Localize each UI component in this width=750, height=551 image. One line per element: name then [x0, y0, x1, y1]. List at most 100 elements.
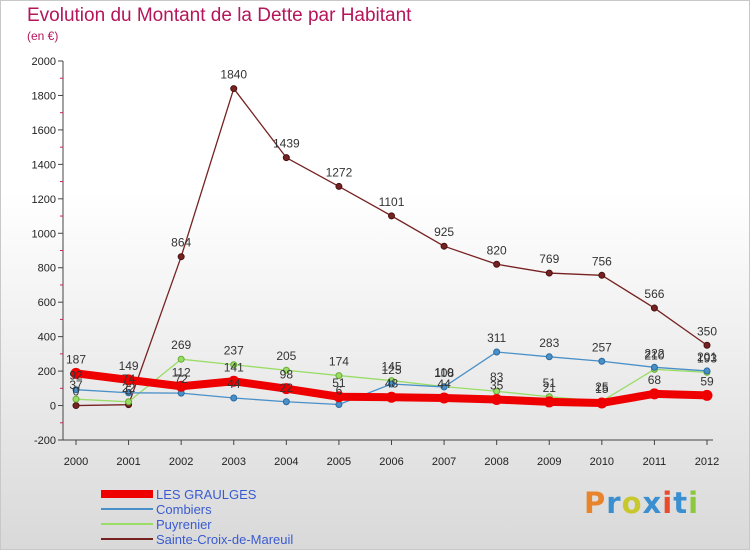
legend-label: Puyrenier [156, 517, 212, 532]
x-tick-label: 2011 [643, 456, 667, 468]
data-label: 201 [697, 350, 717, 364]
legend-label: LES GRAULGES [156, 487, 257, 502]
data-label: 51 [332, 376, 346, 390]
y-tick-label: 200 [38, 366, 56, 378]
data-point [282, 366, 290, 374]
x-tick-label: 2009 [537, 456, 561, 468]
logo-letter: i [662, 486, 674, 520]
data-point [388, 212, 395, 220]
legend-swatch [101, 538, 153, 540]
data-point [177, 355, 185, 363]
y-tick-label: 600 [38, 297, 56, 309]
y-tick-label: 1800 [32, 90, 56, 102]
data-point [282, 154, 290, 162]
data-label: 311 [487, 331, 506, 345]
data-label: 350 [697, 324, 717, 338]
logo-letter: x [642, 486, 663, 520]
data-point [493, 348, 501, 356]
data-point [598, 357, 606, 365]
y-tick-label: 400 [38, 332, 56, 344]
data-label: 72 [174, 372, 188, 386]
logo-letter: r [606, 486, 622, 520]
legend-swatch [101, 523, 153, 525]
data-point [440, 242, 448, 250]
legend-item: Combiers [101, 502, 361, 517]
chart-title: Evolution du Montant de la Dette par Hab… [27, 5, 412, 26]
data-label: 48 [385, 376, 399, 390]
data-label: 98 [280, 368, 294, 382]
data-point [543, 396, 555, 408]
x-tick-label: 2002 [169, 456, 193, 468]
x-tick-label: 2005 [327, 456, 351, 468]
data-label: 112 [172, 365, 191, 379]
data-point [175, 380, 187, 392]
data-point [440, 383, 448, 391]
data-point [703, 341, 711, 349]
data-label: 925 [434, 225, 454, 239]
data-point [650, 304, 658, 312]
data-label: 83 [490, 370, 504, 384]
data-point [125, 398, 133, 406]
data-point [230, 394, 238, 402]
data-label: 283 [539, 336, 559, 350]
data-point [545, 269, 553, 277]
data-point [282, 398, 290, 406]
data-point [72, 395, 80, 403]
data-point [335, 372, 343, 380]
data-point [125, 389, 133, 397]
data-label: 6 [336, 384, 343, 398]
data-label: 820 [487, 243, 507, 257]
x-tick-label: 2003 [222, 456, 246, 468]
legend-label: Sainte-Croix-de-Mareuil [156, 532, 294, 547]
data-label: 1439 [273, 137, 300, 151]
chart-legend: LES GRAULGES Combiers Puyrenier Sainte-C… [101, 487, 361, 547]
y-tick-label: 1000 [32, 228, 56, 240]
data-label: 15 [595, 382, 609, 396]
legend-item: Puyrenier [101, 517, 361, 532]
y-tick-label: 1600 [32, 125, 56, 137]
data-label: 187 [66, 352, 86, 366]
y-tick-label: 800 [38, 263, 56, 275]
chart-subtitle: (en €) [27, 29, 59, 43]
x-tick-label: 2007 [432, 456, 456, 468]
logo-letter: i [688, 486, 700, 520]
data-label: 51 [543, 376, 557, 390]
data-point [701, 389, 713, 401]
x-tick-label: 2004 [274, 456, 298, 468]
data-point [545, 353, 553, 361]
data-label: 74 [122, 372, 136, 386]
data-point [386, 391, 397, 403]
data-point [335, 401, 343, 409]
data-label: 566 [644, 287, 664, 301]
data-label: 756 [592, 254, 612, 268]
data-label: 193 [697, 351, 717, 365]
data-point [72, 402, 80, 410]
data-label: 1272 [326, 165, 353, 179]
data-point [493, 260, 501, 268]
legend-label: Combiers [156, 502, 212, 517]
data-label: 22 [280, 381, 294, 395]
x-tick-label: 2001 [116, 456, 140, 468]
data-label: 864 [171, 236, 191, 250]
legend-swatch [101, 508, 153, 510]
data-point [335, 182, 343, 190]
data-label: 110 [435, 366, 454, 380]
data-label: 174 [329, 355, 349, 369]
data-point [388, 380, 395, 388]
data-point [70, 367, 82, 379]
data-point [230, 85, 238, 93]
x-tick-label: 2010 [590, 456, 614, 468]
data-point [72, 386, 80, 394]
proxiti-logo: Proxiti [584, 486, 699, 520]
data-label: 125 [381, 363, 401, 377]
data-point [598, 271, 606, 279]
x-tick-label: 2006 [379, 456, 403, 468]
data-label: 145 [381, 360, 401, 374]
data-point [596, 397, 608, 409]
data-point [491, 394, 503, 406]
data-label: 22 [122, 381, 136, 395]
data-label: 0 [73, 385, 80, 399]
data-label: 59 [700, 374, 714, 388]
